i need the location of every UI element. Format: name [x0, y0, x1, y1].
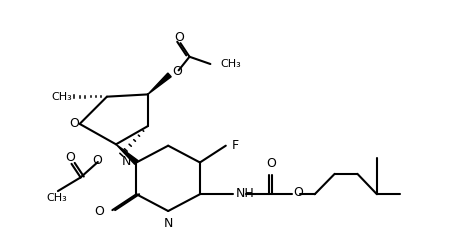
- Text: O: O: [94, 205, 104, 218]
- Text: N: N: [163, 217, 172, 230]
- Text: O: O: [265, 157, 275, 170]
- Text: O: O: [92, 154, 102, 167]
- Text: O: O: [69, 117, 79, 130]
- Text: CH₃: CH₃: [51, 92, 72, 102]
- Text: O: O: [292, 186, 302, 199]
- Text: N: N: [121, 155, 131, 168]
- Polygon shape: [148, 73, 171, 94]
- Text: CH₃: CH₃: [47, 193, 67, 203]
- Text: O: O: [66, 151, 75, 165]
- Polygon shape: [116, 144, 138, 164]
- Text: NH: NH: [235, 187, 254, 200]
- Text: CH₃: CH₃: [220, 59, 240, 69]
- Text: O: O: [172, 65, 182, 78]
- Text: F: F: [231, 139, 238, 152]
- Text: O: O: [174, 31, 184, 44]
